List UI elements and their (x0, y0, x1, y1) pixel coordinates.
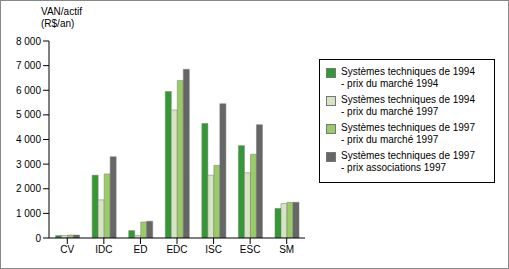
html-text:VAN/actif (R$/an): VAN/actif (R$/an) (41, 6, 82, 29)
svg-text:EDC: EDC (166, 244, 187, 255)
html-text:Systèmes techniques de 1994 -: Systèmes techniques de 1994 - prix du ma… (341, 94, 475, 117)
html-text:Systèmes techniques de 1994 -: Systèmes techniques de 1994 - prix du ma… (341, 66, 475, 89)
svg-text:3 000: 3 000 (16, 159, 41, 170)
svg-text:SM: SM (279, 244, 294, 255)
html-text:Systèmes techniques de 1997 -: Systèmes techniques de 1997 - prix du ma… (341, 122, 475, 145)
svg-text:ED: ED (133, 244, 147, 255)
svg-text:6 000: 6 000 (16, 85, 41, 96)
svg-text:CV: CV (60, 244, 74, 255)
svg-text:ISC: ISC (205, 244, 222, 255)
svg-text:IDC: IDC (95, 244, 112, 255)
svg-text:5 000: 5 000 (16, 109, 41, 120)
svg-text:0: 0 (35, 233, 41, 244)
svg-text:2 000: 2 000 (16, 183, 41, 194)
svg-text:1 000: 1 000 (16, 208, 41, 219)
svg-text:4 000: 4 000 (16, 134, 41, 145)
svg-text:8 000: 8 000 (16, 36, 41, 47)
svg-text:ESC: ESC (240, 244, 261, 255)
svg-text:7 000: 7 000 (16, 60, 41, 71)
html-text:Systèmes techniques de 1997 -: Systèmes techniques de 1997 - prix assoc… (341, 150, 475, 173)
